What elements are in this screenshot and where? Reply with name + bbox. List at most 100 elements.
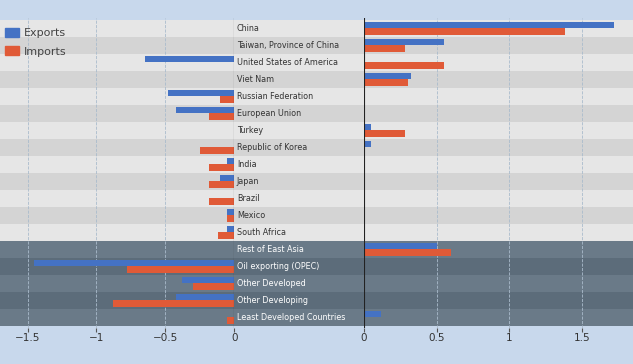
Bar [364, 311, 382, 317]
Bar [200, 147, 234, 154]
Bar [0, 37, 234, 54]
Text: United States of America: United States of America [237, 58, 338, 67]
Bar [0, 275, 234, 292]
Bar [0, 309, 234, 326]
Bar [234, 292, 364, 309]
Bar [0, 190, 234, 207]
Bar [364, 224, 633, 241]
Text: Other Developing: Other Developing [237, 296, 308, 305]
Bar [234, 156, 364, 173]
Bar [220, 96, 234, 103]
Bar [303, 294, 364, 300]
Bar [0, 20, 234, 37]
Bar [364, 122, 633, 139]
Text: Russian Federation: Russian Federation [237, 92, 313, 101]
Bar [145, 56, 234, 62]
Bar [0, 122, 234, 139]
Text: Oil exporting (OPEC): Oil exporting (OPEC) [237, 262, 319, 271]
Bar [113, 300, 234, 306]
Legend: Exports, Imports: Exports, Imports [1, 24, 72, 61]
Bar [0, 173, 234, 190]
Bar [357, 215, 364, 222]
Bar [234, 275, 364, 292]
Bar [234, 54, 364, 71]
Bar [168, 90, 234, 96]
Bar [234, 258, 364, 275]
Bar [364, 79, 408, 86]
Bar [234, 309, 364, 326]
Bar [34, 260, 234, 266]
Bar [338, 198, 364, 205]
Bar [234, 241, 364, 258]
Bar [0, 258, 234, 275]
Bar [364, 71, 633, 88]
Bar [364, 275, 633, 292]
Bar [0, 224, 234, 241]
Bar [234, 124, 241, 130]
Bar [357, 317, 364, 324]
Bar [364, 46, 404, 52]
Bar [234, 192, 235, 198]
Text: Other Developed: Other Developed [237, 279, 306, 288]
Bar [234, 73, 279, 79]
Bar [364, 173, 633, 190]
Bar [234, 130, 273, 136]
Bar [0, 88, 234, 105]
Bar [234, 62, 310, 68]
Bar [234, 207, 364, 224]
Bar [338, 181, 364, 187]
Text: Mexico: Mexico [237, 211, 265, 220]
Bar [234, 88, 364, 105]
Bar [234, 122, 364, 139]
Bar [364, 73, 411, 79]
Text: Rest of East Asia: Rest of East Asia [237, 245, 304, 254]
Bar [349, 175, 364, 181]
Bar [234, 39, 310, 46]
Bar [364, 124, 371, 130]
Bar [234, 224, 364, 241]
Bar [364, 28, 565, 35]
Text: Viet Nam: Viet Nam [237, 75, 274, 84]
Bar [364, 22, 614, 28]
Bar [0, 105, 234, 122]
Bar [357, 158, 364, 165]
Bar [227, 209, 234, 215]
Bar [234, 28, 424, 35]
Bar [220, 175, 234, 181]
Bar [234, 105, 364, 122]
Text: Least Developed Countries: Least Developed Countries [237, 313, 345, 322]
Bar [251, 266, 364, 273]
Bar [234, 243, 303, 249]
Bar [127, 266, 234, 273]
Bar [270, 56, 364, 62]
Bar [364, 139, 633, 156]
Bar [210, 181, 234, 187]
Bar [303, 107, 364, 114]
Bar [364, 105, 633, 122]
Bar [234, 141, 241, 147]
Bar [309, 277, 364, 284]
Bar [364, 249, 451, 256]
Bar [364, 20, 633, 37]
Bar [364, 39, 444, 46]
Bar [0, 207, 234, 224]
Bar [364, 156, 633, 173]
Bar [227, 317, 234, 324]
Bar [320, 284, 364, 289]
Bar [338, 165, 364, 170]
Bar [227, 226, 234, 232]
Bar [364, 292, 633, 309]
Bar [364, 88, 633, 105]
Bar [364, 243, 437, 249]
Bar [364, 207, 633, 224]
Bar [364, 192, 365, 198]
Text: Brazil: Brazil [237, 194, 260, 203]
Bar [177, 107, 234, 114]
Bar [234, 46, 273, 52]
Bar [364, 37, 633, 54]
Bar [227, 215, 234, 222]
Bar [234, 173, 364, 190]
Bar [0, 292, 234, 309]
Bar [210, 198, 234, 205]
Bar [193, 284, 234, 289]
